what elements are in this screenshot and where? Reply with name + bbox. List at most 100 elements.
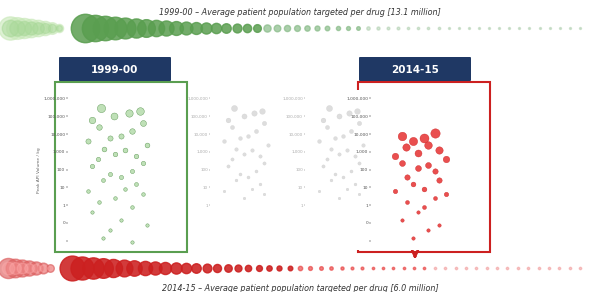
Point — [220, 139, 229, 143]
Point — [523, 266, 533, 270]
Point — [314, 189, 324, 194]
Point — [282, 26, 292, 30]
Point — [575, 26, 585, 30]
Point — [31, 266, 41, 270]
Point — [121, 26, 130, 30]
Point — [555, 26, 565, 30]
Point — [464, 26, 473, 30]
Point — [401, 145, 411, 150]
Point — [434, 148, 444, 153]
Point — [262, 26, 272, 30]
Point — [38, 266, 48, 270]
Point — [344, 111, 354, 115]
Point — [331, 136, 340, 140]
Point — [430, 196, 440, 200]
Point — [109, 266, 118, 270]
Point — [338, 133, 348, 138]
Point — [472, 266, 481, 270]
Point — [535, 26, 544, 30]
Point — [389, 266, 398, 270]
Point — [232, 26, 241, 30]
Point — [142, 142, 152, 147]
Point — [5, 26, 15, 30]
Point — [45, 266, 55, 270]
Point — [334, 114, 343, 119]
Point — [260, 192, 269, 197]
Point — [333, 26, 343, 30]
Point — [358, 266, 367, 270]
Point — [326, 266, 336, 270]
Point — [17, 266, 27, 270]
Point — [24, 266, 34, 270]
FancyBboxPatch shape — [59, 57, 171, 81]
FancyBboxPatch shape — [359, 57, 471, 81]
Point — [239, 114, 248, 119]
Point — [83, 139, 92, 143]
Point — [413, 150, 423, 155]
Point — [223, 164, 232, 169]
Point — [116, 218, 125, 222]
Point — [263, 142, 272, 147]
Point — [408, 139, 418, 143]
Point — [413, 210, 423, 215]
Point — [138, 192, 148, 197]
Point — [121, 148, 130, 153]
Point — [323, 125, 332, 129]
Point — [397, 160, 407, 165]
Point — [40, 26, 50, 30]
Point — [83, 189, 92, 194]
Point — [3, 266, 13, 270]
Point — [88, 118, 97, 123]
Point — [545, 26, 554, 30]
Point — [40, 26, 50, 30]
Point — [403, 26, 413, 30]
Point — [236, 136, 245, 140]
Point — [318, 164, 328, 169]
Point — [434, 178, 444, 182]
Point — [534, 266, 544, 270]
Point — [141, 26, 151, 30]
Point — [292, 26, 302, 30]
Point — [31, 266, 41, 270]
Point — [88, 266, 98, 270]
Point — [318, 118, 328, 123]
Point — [403, 174, 412, 179]
Point — [451, 266, 460, 270]
Point — [424, 163, 433, 167]
Point — [257, 109, 267, 113]
Point — [505, 26, 514, 30]
Point — [353, 26, 362, 30]
Point — [171, 266, 181, 270]
Point — [142, 222, 152, 227]
Point — [252, 26, 262, 30]
Point — [492, 266, 502, 270]
Point — [441, 157, 451, 161]
Point — [10, 266, 20, 270]
Point — [150, 266, 160, 270]
Point — [335, 196, 344, 200]
Point — [212, 266, 222, 270]
Text: 1999-00 – Average patient population targeted per drug [13.1 million]: 1999-00 – Average patient population tar… — [159, 8, 441, 17]
Point — [275, 266, 284, 270]
Bar — [55, 82, 187, 252]
Point — [424, 142, 433, 147]
Point — [100, 26, 110, 30]
Point — [254, 266, 263, 270]
Point — [227, 157, 236, 161]
Point — [391, 189, 400, 194]
Point — [110, 196, 120, 200]
Point — [131, 153, 141, 158]
Point — [413, 26, 423, 30]
Text: 2014-15: 2014-15 — [391, 65, 439, 75]
Point — [255, 182, 265, 187]
Point — [100, 146, 109, 151]
Point — [355, 160, 364, 165]
Point — [171, 26, 181, 30]
Point — [26, 26, 36, 30]
Point — [338, 174, 348, 179]
Point — [105, 172, 115, 177]
Point — [223, 266, 232, 270]
Point — [116, 174, 125, 179]
Point — [12, 26, 22, 30]
Point — [77, 266, 87, 270]
